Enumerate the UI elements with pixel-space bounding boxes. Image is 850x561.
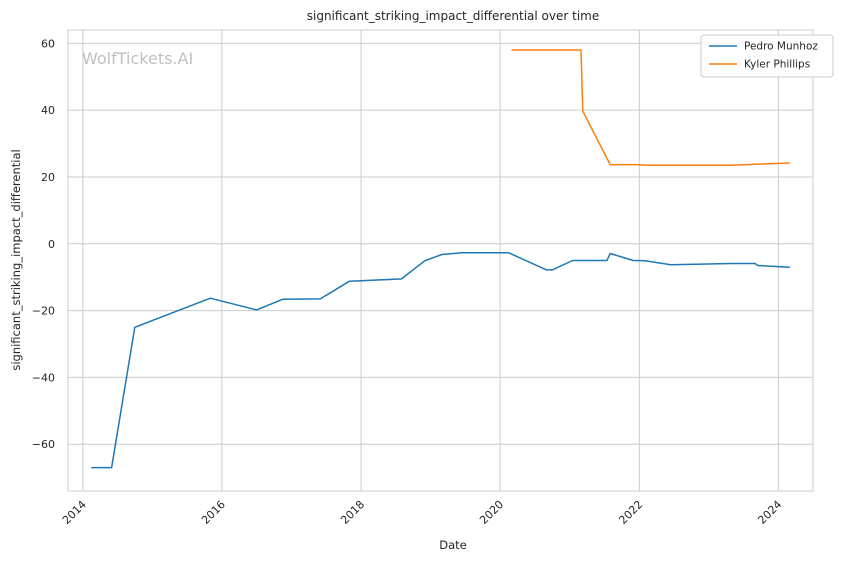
grid [68,30,813,491]
series-line-pedro-munhoz [91,252,790,469]
y-tick-label: 60 [41,37,55,50]
legend: Pedro Munhoz Kyler Phillips [700,34,834,78]
watermark: WolfTickets.AI [82,49,193,68]
x-tick-label: 2014 [60,498,89,527]
x-tick-label: 2022 [616,498,645,527]
plot-frame [67,29,814,492]
legend-label-pedro-munhoz: Pedro Munhoz [744,41,818,53]
y-tick-label: −20 [32,305,55,318]
tick-labels: 2014 2016 2018 2020 2022 2024 60 40 20 0 −20 −40 −60 [32,37,785,527]
series-line-kyler-phillips [511,49,790,167]
y-tick-label: 20 [41,171,55,184]
y-tick-label: 40 [41,104,55,117]
y-tick-label: −40 [32,371,55,384]
y-tick-label: −60 [32,438,55,451]
y-tick-label: 0 [48,238,55,251]
series-layer [91,49,790,469]
y-axis-label: significant_striking_impact_differential [9,149,23,370]
x-axis-label: Date [439,538,467,552]
x-tick-label: 2024 [755,498,784,527]
chart-title: significant_striking_impact_differential… [307,9,599,23]
x-tick-label: 2016 [199,498,228,527]
x-tick-label: 2018 [338,498,367,527]
x-tick-label: 2020 [477,498,506,527]
legend-label-kyler-phillips: Kyler Phillips [744,59,810,71]
